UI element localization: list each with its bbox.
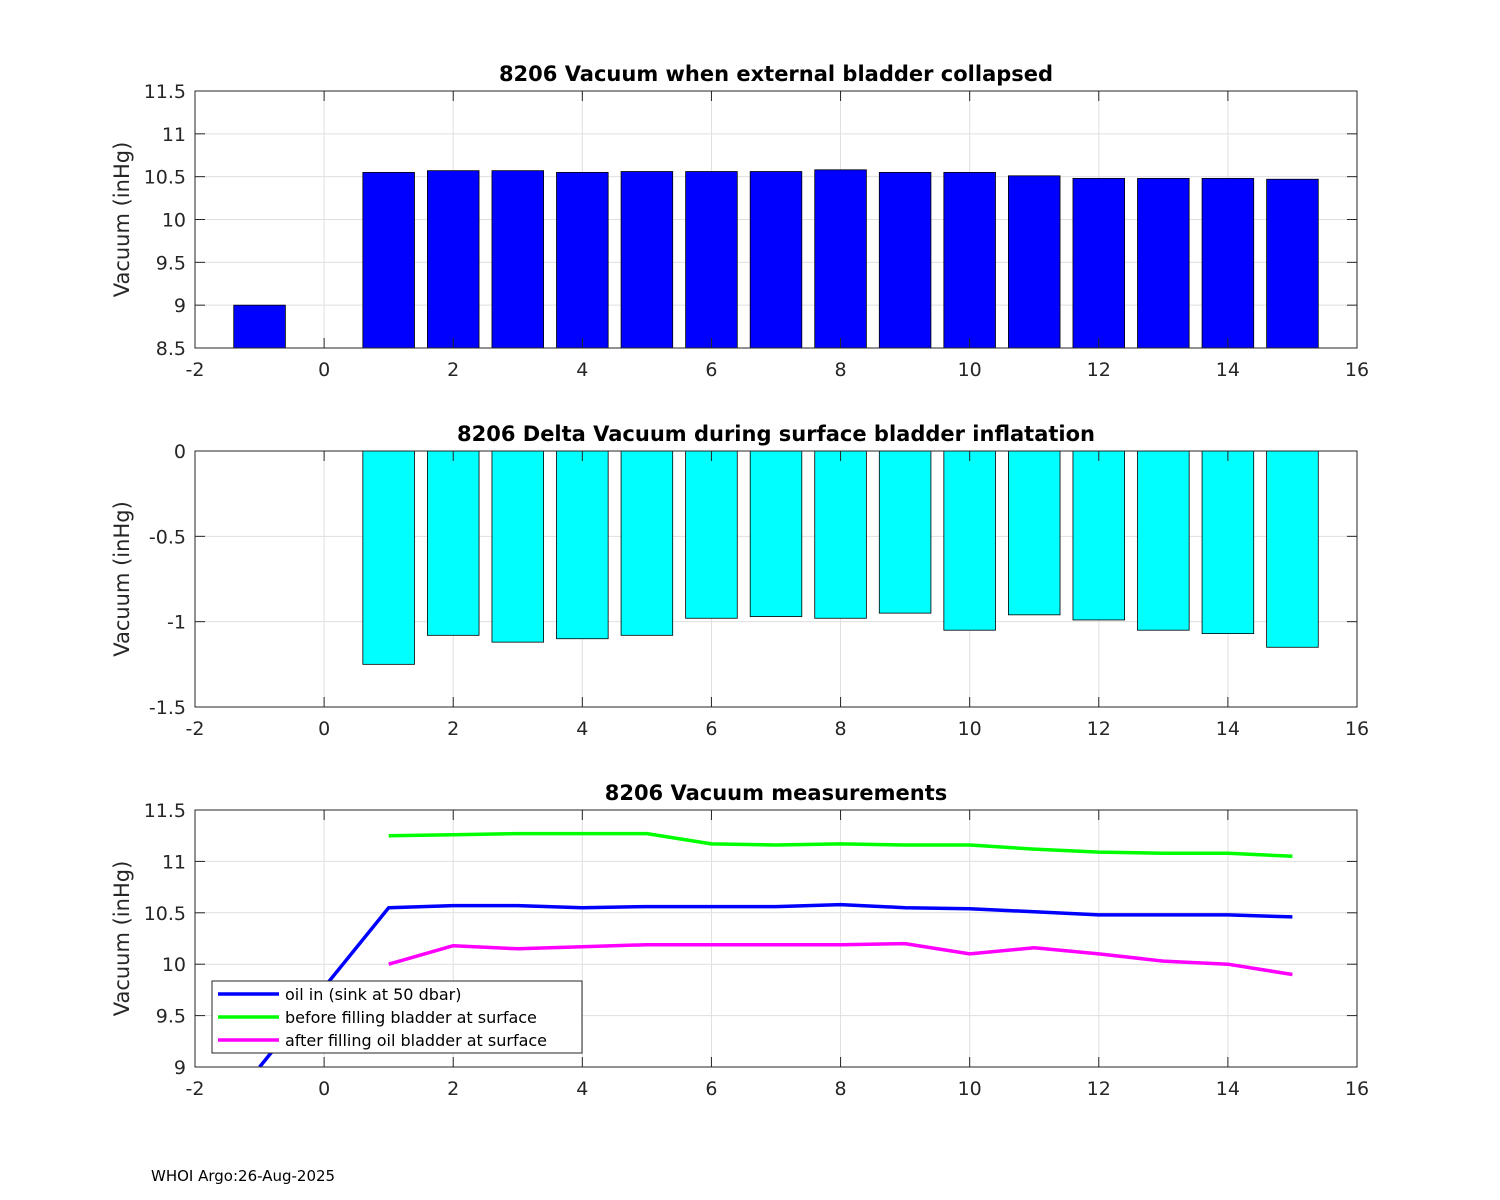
x-tick-label: 16 [1345, 718, 1369, 740]
x-tick-label: 14 [1216, 718, 1240, 740]
bar [1266, 450, 1319, 648]
x-tick-label: 4 [576, 359, 588, 381]
series-line [388, 831, 1293, 859]
y-tick-label: 9 [174, 295, 186, 317]
bar [878, 450, 932, 614]
bar [426, 450, 480, 636]
y-tick-label: 11.5 [144, 800, 186, 822]
bar [1137, 450, 1190, 631]
x-tick-label: 12 [1087, 718, 1111, 740]
bar [1266, 178, 1319, 349]
y-tick-label: -1 [167, 612, 186, 634]
y-tick-label: -1.5 [149, 697, 186, 719]
y-tick-label: 10.5 [144, 167, 186, 189]
legend-entry: after filling oil bladder at surface [285, 1031, 547, 1050]
bar [1137, 177, 1190, 349]
x-tick-label: 14 [1216, 359, 1240, 381]
bar [749, 450, 803, 617]
x-tick-label: 2 [447, 359, 459, 381]
y-tick-label: 10 [162, 210, 186, 232]
bar [556, 171, 609, 349]
x-tick-label: 6 [705, 718, 717, 740]
chart-title: 8206 Vacuum when external bladder collap… [499, 62, 1053, 86]
x-tick-label: -2 [186, 1078, 205, 1100]
bar [620, 450, 674, 636]
bar [426, 170, 480, 349]
y-axis-label: Vacuum (inHg) [110, 142, 134, 298]
bar [878, 171, 932, 349]
y-tick-label: 8.5 [156, 338, 186, 360]
bar [943, 450, 996, 631]
y-tick-label: 11 [162, 851, 186, 873]
x-tick-label: 2 [447, 718, 459, 740]
y-tick-label: 9.5 [156, 252, 186, 274]
bar [1072, 450, 1126, 621]
x-tick-label: 4 [576, 1078, 588, 1100]
chart-vacuum-collapsed: -2 0 2 4 6 8 10 12 14 16 8.5 9 9.5 10 10.5 11 11.5 8206 V… [110, 62, 1369, 381]
x-tick-label: 6 [705, 1078, 717, 1100]
legend-entry: before filling bladder at surface [285, 1008, 537, 1027]
bar [362, 450, 415, 665]
bar [749, 171, 803, 349]
x-tick-label: 0 [318, 1078, 330, 1100]
footer-credit: WHOI Argo:26-Aug-2025 [151, 1167, 336, 1185]
x-tick-label: 8 [835, 718, 847, 740]
bar [685, 171, 738, 349]
axes-box [194, 450, 1358, 708]
bar [1201, 177, 1255, 349]
y-tick-label: 9.5 [156, 1006, 186, 1028]
chart-title: 8206 Delta Vacuum during surface bladder… [457, 422, 1095, 446]
bar [943, 171, 996, 349]
x-tick-label: 2 [447, 1078, 459, 1100]
bar [814, 450, 867, 619]
x-tick-label: 16 [1345, 359, 1369, 381]
legend-entry: oil in (sink at 50 dbar) [285, 985, 462, 1004]
bar [814, 169, 867, 349]
series-line [388, 941, 1293, 977]
bar [685, 450, 738, 619]
x-tick-label: 10 [958, 718, 982, 740]
bar [1201, 450, 1255, 635]
y-tick-label: 11.5 [144, 81, 186, 103]
x-tick-label: 8 [835, 1078, 847, 1100]
axes-box [194, 809, 1358, 1068]
y-tick-label: 10 [162, 954, 186, 976]
y-tick-label: 0 [174, 441, 186, 463]
x-tick-label: 0 [318, 718, 330, 740]
bar [620, 171, 674, 349]
bar [1072, 177, 1126, 349]
x-tick-label: 10 [958, 1078, 982, 1100]
bar [556, 450, 609, 640]
y-axis-label: Vacuum (inHg) [110, 501, 134, 657]
y-tick-label: 9 [174, 1057, 186, 1079]
bar [1008, 450, 1061, 616]
x-tick-label: 8 [835, 359, 847, 381]
bar [362, 171, 415, 349]
series-line [258, 902, 1293, 1067]
x-tick-label: 10 [958, 359, 982, 381]
x-tick-label: -2 [186, 718, 205, 740]
x-tick-label: 6 [705, 359, 717, 381]
x-tick-label: 0 [318, 359, 330, 381]
x-tick-label: 16 [1345, 1078, 1369, 1100]
bar [491, 450, 545, 643]
bar [491, 170, 545, 349]
y-axis-label: Vacuum (inHg) [110, 861, 134, 1017]
y-tick-label: 10.5 [144, 903, 186, 925]
bar [1008, 175, 1061, 349]
bar [233, 304, 286, 349]
x-tick-label: 12 [1087, 1078, 1111, 1100]
chart-delta-vacuum: -2 0 2 4 6 8 10 12 14 16 -1.5 -1 -0.5 0 8206 Delta Vac… [110, 422, 1369, 740]
y-tick-label: 11 [162, 124, 186, 146]
x-tick-label: 12 [1087, 359, 1111, 381]
x-tick-label: 14 [1216, 1078, 1240, 1100]
x-tick-label: 4 [576, 718, 588, 740]
chart-vacuum-measurements: -2 0 2 4 6 8 10 12 14 16 9 9.5 10 10.5 11 11.5 8206 Vacu… [110, 781, 1369, 1100]
y-tick-label: -0.5 [149, 526, 186, 548]
x-tick-label: -2 [186, 359, 205, 381]
chart-title: 8206 Vacuum measurements [605, 781, 948, 805]
